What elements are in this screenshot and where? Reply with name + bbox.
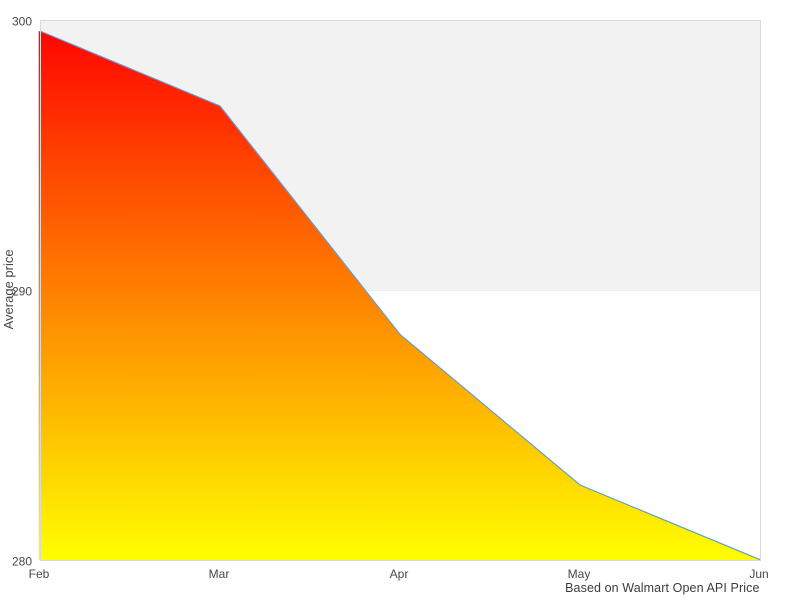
svg-text:May: May <box>568 567 591 581</box>
svg-text:300: 300 <box>12 14 32 28</box>
svg-text:290: 290 <box>12 284 32 298</box>
svg-text:Apr: Apr <box>390 567 409 581</box>
svg-text:Based on Walmart Open API Pric: Based on Walmart Open API Price <box>565 581 759 595</box>
svg-text:Feb: Feb <box>29 567 50 581</box>
svg-text:Average price: Average price <box>1 249 16 329</box>
svg-text:Jun: Jun <box>749 567 768 581</box>
svg-text:280: 280 <box>12 554 32 568</box>
svg-text:Mar: Mar <box>209 567 230 581</box>
